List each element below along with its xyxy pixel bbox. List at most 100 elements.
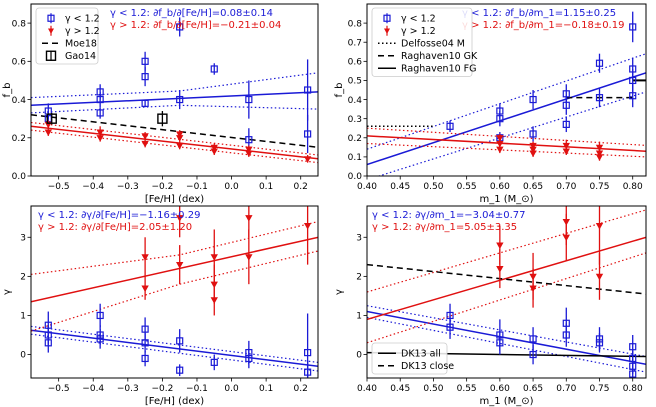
slope-annotation: γ > 1.2: ∂γ/∂[Fe/H]=2.05±1.20 [38, 222, 192, 233]
x-tick-label: −0.5 [48, 182, 70, 192]
plot-area [31, 17, 318, 164]
data-point [562, 323, 570, 347]
data-point [562, 147, 570, 156]
fit-line [31, 114, 318, 149]
y-axis-label: γ [2, 289, 13, 295]
y-tick-label: 0 [356, 351, 362, 361]
data-point [176, 141, 184, 150]
x-tick-label: 0.45 [390, 182, 410, 192]
data-point [595, 206, 604, 265]
legend-label: γ > 1.2 [65, 26, 100, 37]
x-tick-label: −0.4 [82, 182, 104, 192]
x-axis-label: [Fe/H] (dex) [145, 194, 204, 205]
data-point [96, 107, 104, 119]
y-tick-label: 0.5 [348, 77, 362, 87]
data-point [96, 329, 104, 349]
y-tick-label: 0.4 [348, 96, 363, 106]
data-point [141, 237, 149, 277]
y-tick-label: 0.8 [348, 19, 363, 29]
data-point [44, 128, 52, 137]
data-point [446, 315, 454, 339]
data-point [529, 268, 537, 308]
x-tick-label: 0.75 [589, 384, 609, 394]
x-tick-label: 0.0 [224, 182, 239, 192]
data-point [595, 333, 604, 353]
data-point [210, 284, 218, 316]
data-point [210, 354, 218, 371]
legend-label: γ > 1.2 [401, 26, 436, 37]
data-point [562, 213, 570, 261]
y-tick-label: 0.0 [12, 172, 27, 182]
fit-line [31, 236, 318, 303]
data-point [157, 111, 168, 127]
y-tick-label: 0.6 [348, 58, 363, 68]
x-tick-label: −0.2 [151, 384, 173, 394]
data-point [496, 145, 504, 154]
chart-panel-bl: −0.5 −0.4 −0.3 −0.2 −0.1 0.0 0.1 0.2 0 1 2 3 [Fe/H] … [2, 205, 319, 407]
axes-frame [30, 3, 319, 177]
legend-handle [383, 13, 391, 24]
data-point [595, 53, 604, 73]
data-point [562, 95, 570, 115]
legend-label: Raghaven10 GK [401, 51, 478, 62]
y-axis-label: γ [334, 289, 345, 295]
slope-annotation: γ < 1.2: ∂γ/∂m_1=−3.04±0.77 [372, 210, 526, 221]
x-tick-label: 0.40 [357, 182, 377, 192]
x-tick-label: 0.60 [490, 182, 510, 192]
data-point [96, 133, 104, 142]
x-tick-label: 0.80 [623, 182, 643, 192]
x-tick-label: −0.3 [117, 384, 139, 394]
slope-annotation: γ < 1.2: ∂γ/∂[Fe/H]=−1.16±0.29 [38, 210, 200, 221]
x-tick-label: 0.2 [294, 384, 308, 394]
data-point [44, 333, 52, 353]
x-tick-label: −0.1 [186, 384, 208, 394]
data-point [529, 90, 537, 110]
x-tick-label: −0.3 [117, 182, 139, 192]
legend-label: DK13 close [401, 361, 454, 372]
legend-label: Delfosse04 M [401, 39, 465, 50]
legend-handle [45, 50, 57, 61]
data-point [304, 59, 312, 121]
y-tick-label: 1 [20, 312, 26, 322]
data-point [496, 331, 504, 355]
x-tick-label: 0.50 [423, 182, 443, 192]
data-point [176, 206, 184, 238]
legend-label: γ < 1.2 [65, 14, 100, 25]
y-tick-label: 0.6 [12, 58, 27, 68]
y-tick-label: 0.1 [348, 153, 362, 163]
fit-line [377, 91, 646, 176]
x-tick-label: 0.2 [294, 182, 308, 192]
x-tick-label: 0.50 [423, 384, 443, 394]
data-point [529, 149, 537, 158]
fit-line [367, 53, 646, 150]
legend-label: Raghaven10 FG [401, 64, 477, 75]
axes-frame [366, 3, 647, 177]
slope-annotation: γ > 1.2: ∂f_b/∂[Fe/H]=−0.21±0.04 [110, 20, 281, 31]
data-point [595, 153, 604, 161]
slope-annotation: γ > 1.2: ∂γ/∂m_1=5.05±3.35 [372, 222, 517, 233]
legend-handle [47, 13, 55, 24]
fit-line [31, 333, 318, 372]
data-point [141, 333, 149, 353]
legend-label: DK13 all [401, 349, 441, 360]
fit-line [31, 329, 318, 368]
data-point [210, 63, 218, 75]
y-tick-label: 2 [356, 273, 362, 283]
data-point [245, 80, 253, 119]
plot-area [367, 11, 646, 176]
data-point [141, 276, 149, 300]
y-tick-label: 0.8 [12, 19, 27, 29]
data-point [176, 364, 184, 377]
y-tick-label: 0.0 [348, 172, 363, 182]
fit-line [31, 221, 318, 275]
slope-annotation: γ < 1.2: ∂f_b/∂[Fe/H]=0.08±0.14 [110, 8, 273, 19]
y-tick-label: 0.3 [348, 115, 362, 125]
y-axis-label: f_b [2, 83, 13, 98]
fit-line [367, 316, 646, 373]
fit-line [31, 129, 318, 164]
legend-handle [48, 25, 54, 36]
legend-label: Moe18 [65, 39, 97, 50]
x-tick-label: 0.45 [390, 384, 410, 394]
data-point [629, 366, 637, 378]
x-tick-label: 0.40 [357, 384, 377, 394]
